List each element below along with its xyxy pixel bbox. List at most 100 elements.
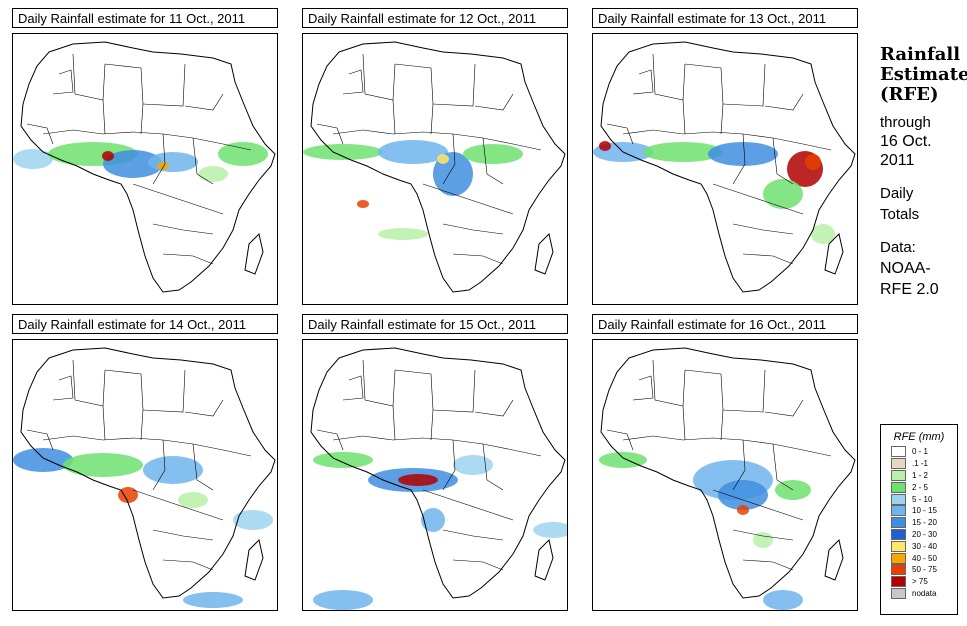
rainfall-area: [708, 142, 778, 166]
panel-title: Daily Rainfall estimate for 15 Oct., 201…: [302, 314, 568, 334]
rainfall-map: [302, 339, 568, 611]
rainfall-area: [233, 510, 273, 530]
country-border: [512, 449, 542, 457]
country-border: [632, 375, 654, 401]
rainfall-area: [178, 492, 208, 508]
rainfall-area: [143, 456, 203, 484]
rainfall-area: [103, 150, 163, 178]
country-border: [430, 409, 434, 441]
panel-title: Daily Rainfall estimate for 11 Oct., 201…: [12, 8, 278, 28]
rainfall-area: [357, 200, 369, 208]
map-canvas: [593, 41, 856, 293]
legend-label: 40 - 50: [912, 553, 937, 563]
rainfall-map: [12, 339, 278, 611]
legend-item: 40 - 50: [881, 552, 957, 564]
rainfall-area: [13, 149, 53, 169]
rainfall-area: [378, 228, 428, 240]
country-border: [452, 253, 504, 265]
country-border: [772, 137, 794, 185]
legend-label: 2 - 5: [912, 482, 929, 492]
madagascar-outline: [534, 233, 554, 275]
country-border: [432, 63, 476, 107]
panel-title: Daily Rainfall estimate for 16 Oct., 201…: [592, 314, 858, 334]
legend-swatch: [891, 552, 906, 564]
country-border: [432, 369, 476, 413]
country-border: [720, 103, 724, 135]
legend-item: .1 -1: [881, 458, 957, 470]
sidebar-info: Rainfall Estimate (RFE) through 16 Oct. …: [880, 44, 967, 299]
country-border: [26, 123, 54, 145]
coastline: [600, 347, 856, 599]
panel-oct-15: Daily Rainfall estimate for 15 Oct., 201…: [302, 314, 568, 611]
daily-label-line2: Totals: [880, 206, 920, 223]
country-border: [732, 529, 794, 541]
legend-label: 50 - 75: [912, 565, 937, 575]
country-border: [452, 559, 504, 571]
panel-title: Daily Rainfall estimate for 13 Oct., 201…: [592, 8, 858, 28]
country-border: [652, 53, 686, 101]
rainfall-map: [302, 33, 568, 305]
legend-item: > 75: [881, 576, 957, 588]
rainfall-area: [763, 179, 803, 209]
legend-label: 1 - 2: [912, 470, 929, 480]
country-border: [722, 369, 766, 413]
country-border: [342, 69, 364, 95]
map-canvas: [13, 347, 276, 608]
rainfall-map: [592, 33, 858, 305]
legend-label: 20 - 30: [912, 529, 937, 539]
legend-swatch: [891, 505, 906, 517]
country-border: [184, 93, 224, 111]
rainfall-area: [183, 592, 243, 608]
legend-swatch: [891, 481, 906, 493]
panel-oct-14: Daily Rainfall estimate for 14 Oct., 201…: [12, 314, 278, 611]
rainfall-area: [218, 142, 268, 166]
legend-swatch: [891, 587, 906, 599]
country-border: [682, 405, 686, 441]
country-border: [474, 93, 514, 111]
rainfall-area: [378, 140, 448, 164]
panel-title: Daily Rainfall estimate for 12 Oct., 201…: [302, 8, 568, 28]
rainfall-area: [63, 453, 143, 477]
country-border: [442, 529, 504, 541]
legend: RFE (mm) 0 - 1 .1 -1 1 - 2 2 - 5 5 - 10 …: [880, 424, 958, 615]
sidebar-title-line1: Rainfall: [880, 44, 961, 65]
country-border: [72, 359, 106, 407]
country-border: [632, 69, 654, 95]
country-border: [622, 435, 804, 451]
legend-swatch: [891, 517, 906, 529]
country-border: [742, 559, 794, 571]
legend-label: nodata: [912, 588, 937, 598]
country-border: [442, 439, 456, 491]
country-border: [430, 103, 434, 135]
legend-swatch: [891, 458, 906, 470]
country-border: [42, 129, 224, 145]
rainfall-area: [313, 590, 373, 610]
country-border: [132, 489, 224, 521]
country-border: [512, 143, 542, 151]
sidebar-title-line2: Estimate: [880, 64, 967, 85]
rainfall-area: [599, 141, 611, 151]
country-border: [152, 223, 214, 235]
rainfall-area: [421, 508, 445, 532]
country-border: [684, 369, 724, 411]
legend-swatch: [891, 576, 906, 588]
country-border: [104, 369, 144, 411]
legend-label: 15 - 20: [912, 518, 937, 528]
map-canvas: [13, 41, 276, 293]
legend-item: 1 - 2: [881, 469, 957, 482]
rainfall-area: [148, 152, 198, 172]
country-border: [132, 183, 224, 215]
country-border: [732, 133, 746, 185]
madagascar-outline: [244, 539, 264, 581]
legend-swatch: [891, 540, 906, 552]
madagascar-outline: [824, 539, 844, 581]
rainfall-area: [303, 144, 383, 160]
country-border: [772, 443, 794, 491]
country-border: [422, 183, 514, 215]
legend-item: 10 - 15: [881, 505, 957, 517]
rainfall-area: [737, 505, 749, 515]
panel-oct-13: Daily Rainfall estimate for 13 Oct., 201…: [592, 8, 858, 305]
country-border: [192, 443, 214, 491]
coastline: [310, 347, 566, 599]
through-date-line2: 2011: [880, 152, 915, 169]
